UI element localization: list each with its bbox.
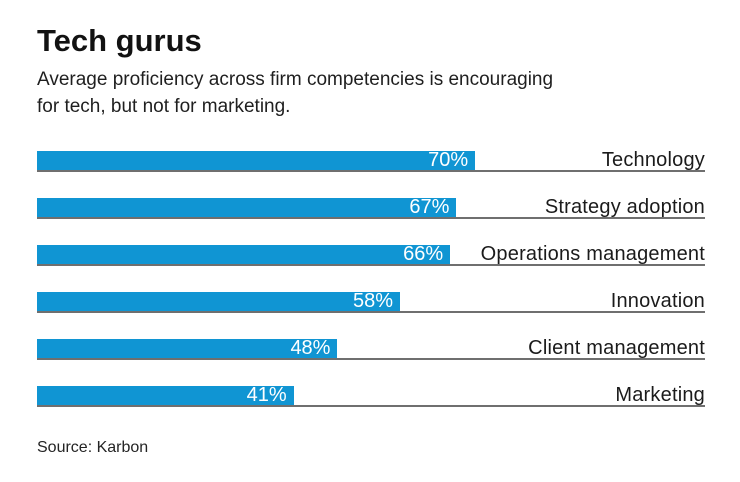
- bar-value-label: 58%: [353, 290, 394, 312]
- category-label: Operations management: [480, 243, 705, 265]
- bar-value-label: 41%: [246, 384, 287, 406]
- bar-row: 48% Client management: [37, 337, 705, 360]
- bar: 67%: [37, 196, 457, 218]
- bar-chart: 70% Technology 67% Strategy adoption 66%…: [37, 149, 705, 407]
- bar-row: 58% Innovation: [37, 290, 705, 313]
- bar-row: 67% Strategy adoption: [37, 196, 705, 219]
- category-label: Technology: [601, 149, 705, 171]
- bar-row: 41% Marketing: [37, 384, 705, 407]
- bar: 70%: [37, 149, 476, 171]
- bar-value-label: 66%: [403, 243, 444, 265]
- bar-row: 70% Technology: [37, 149, 705, 172]
- bar-value-label: 48%: [290, 337, 331, 359]
- row-underline: [37, 217, 705, 219]
- category-label: Marketing: [615, 384, 705, 406]
- bar: 48%: [37, 337, 338, 359]
- chart-subtitle: Average proficiency across firm competen…: [37, 66, 705, 120]
- bar: 66%: [37, 243, 451, 265]
- chart-subtitle-line-2: for tech, but not for marketing.: [37, 96, 291, 117]
- source-note: Source: Karbon: [37, 439, 149, 456]
- category-label: Client management: [528, 337, 705, 359]
- row-underline: [37, 264, 705, 266]
- chart-subtitle-line-1: Average proficiency across firm competen…: [37, 69, 554, 90]
- row-underline: [37, 405, 705, 407]
- category-label: Strategy adoption: [544, 196, 705, 218]
- row-underline: [37, 170, 705, 172]
- row-underline: [37, 311, 705, 313]
- row-underline: [37, 358, 705, 360]
- bar-row: 66% Operations management: [37, 243, 705, 266]
- bar: 41%: [37, 384, 294, 406]
- chart-title: Tech gurus: [37, 23, 202, 58]
- bar-value-label: 67%: [409, 196, 450, 218]
- bar-value-label: 70%: [428, 149, 469, 171]
- bar: 58%: [37, 290, 401, 312]
- category-label: Innovation: [610, 290, 705, 312]
